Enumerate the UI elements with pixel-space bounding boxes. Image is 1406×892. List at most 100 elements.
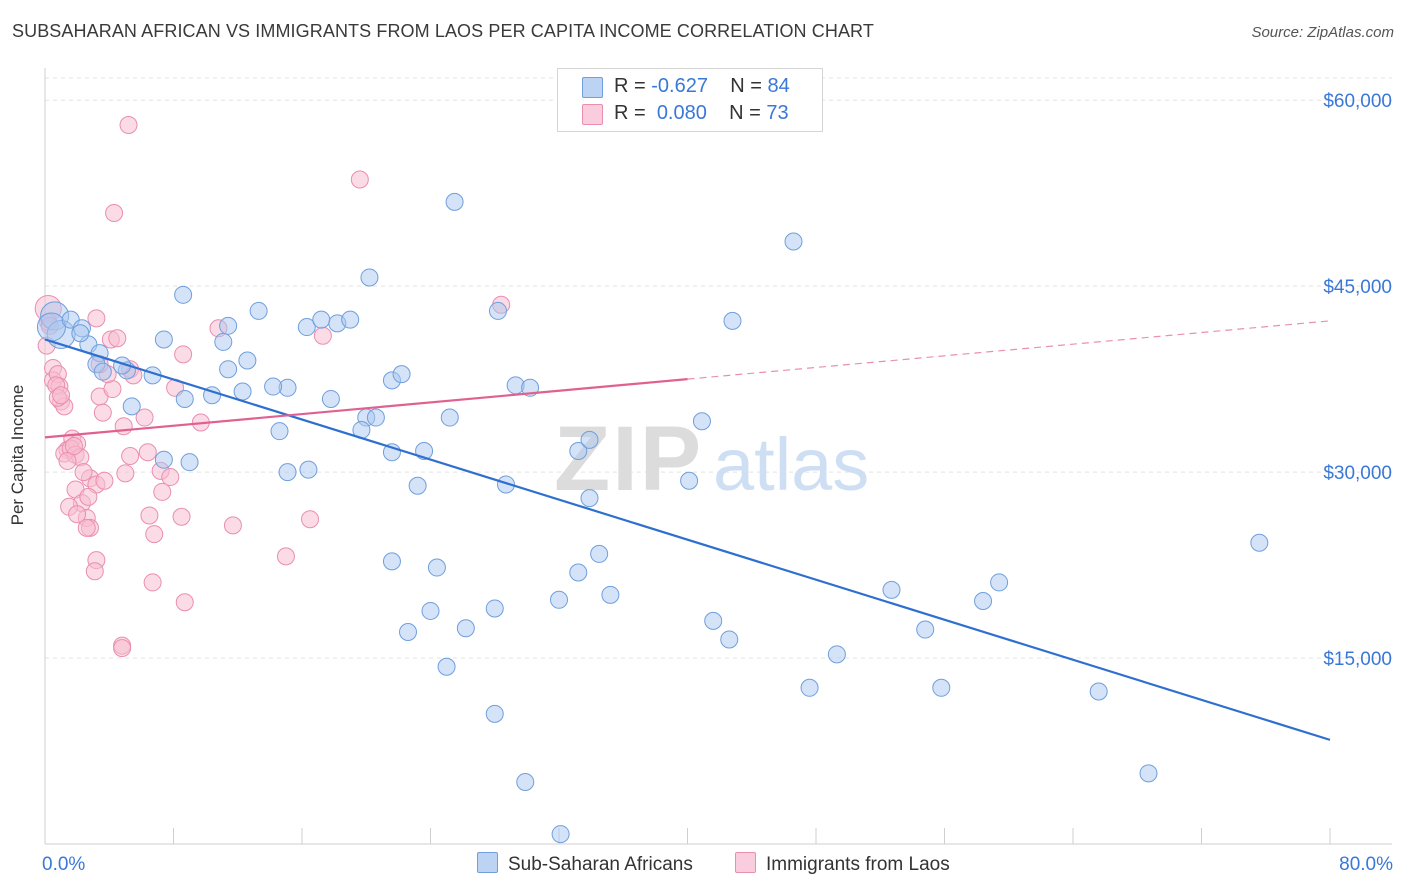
subsaharan-point — [569, 563, 588, 582]
laos-point — [276, 547, 295, 566]
y-tick-label: $30,000 — [1323, 463, 1392, 484]
subsaharan-point — [214, 332, 233, 351]
legend-item-laos: Immigrants from Laos — [735, 852, 950, 876]
x-tick-label: 0.0% — [42, 854, 85, 875]
subsaharan-point — [299, 460, 318, 479]
subsaharan-point — [720, 630, 739, 649]
subsaharan-point — [278, 463, 297, 482]
laos-point — [95, 471, 114, 490]
y-tick-label: $15,000 — [1323, 649, 1392, 670]
legend-swatch-pink — [735, 852, 756, 873]
legend-item-subsaharan: Sub-Saharan Africans — [477, 852, 693, 876]
subsaharan-point — [1139, 764, 1158, 783]
subsaharan-point — [427, 558, 446, 577]
subsaharan-point — [440, 408, 459, 427]
chart-source: Source: ZipAtlas.com — [1251, 24, 1394, 41]
subsaharan-point — [175, 389, 194, 408]
laos-point — [116, 464, 135, 483]
laos-point — [64, 437, 83, 456]
legend-r-value: -0.627 — [651, 75, 708, 97]
laos-point — [161, 468, 180, 487]
subsaharan-point — [680, 471, 699, 490]
laos-point — [77, 518, 96, 537]
subsaharan-point — [122, 397, 141, 416]
subsaharan-point — [601, 585, 620, 604]
y-tick-label: $60,000 — [1323, 91, 1392, 112]
laos-point — [140, 506, 159, 525]
subsaharan-point — [800, 678, 819, 697]
laos-point — [85, 562, 104, 581]
laos-point — [350, 170, 369, 189]
correlation-legend: R = -0.627 N = 84 R = 0.080 N = 73 — [557, 68, 823, 132]
subsaharan-point — [916, 620, 935, 639]
y-tick-label: $45,000 — [1323, 277, 1392, 298]
subsaharan-point — [297, 318, 316, 337]
subsaharan-point — [445, 192, 464, 211]
axes — [44, 68, 1392, 845]
laos-point — [58, 451, 77, 470]
laos-point — [105, 204, 124, 223]
subsaharan-point — [360, 268, 379, 287]
laos-point — [119, 115, 138, 134]
subsaharan-point — [219, 360, 238, 379]
trend-lines — [44, 320, 1331, 741]
subsaharan-point — [408, 476, 427, 495]
laos-point — [138, 443, 157, 462]
subsaharan-point — [233, 382, 252, 401]
subsaharan-point — [723, 311, 742, 330]
legend-r-label: R = — [614, 102, 646, 124]
subsaharan-point — [516, 773, 535, 792]
laos-trend-line — [44, 378, 688, 439]
laos-point — [174, 345, 193, 364]
laos-point — [113, 639, 132, 658]
subsaharan-point — [312, 310, 331, 329]
laos-point — [74, 463, 93, 482]
legend-label: Sub-Saharan Africans — [508, 854, 693, 875]
subsaharan-point — [392, 365, 411, 384]
subsaharan-point — [366, 408, 385, 427]
subsaharan-point — [1250, 533, 1269, 552]
subsaharan-point — [249, 301, 268, 320]
laos-point — [93, 403, 112, 422]
subsaharan-point — [456, 619, 475, 638]
subsaharan-point — [421, 601, 440, 620]
laos-point — [135, 408, 154, 427]
legend-swatch-blue — [582, 77, 603, 98]
subsaharan-point — [1089, 682, 1108, 701]
subsaharan-point — [882, 580, 901, 599]
watermark-atlas: atlas — [713, 423, 869, 506]
subsaharan-point — [590, 544, 609, 563]
subsaharan-point — [974, 592, 993, 611]
subsaharan-point — [580, 489, 599, 508]
y-axis-label: Per Capita Income — [8, 384, 27, 526]
laos-point — [114, 417, 133, 436]
laos-point — [153, 482, 172, 501]
subsaharan-point — [496, 475, 515, 494]
subsaharan-point — [704, 611, 723, 630]
laos-point — [172, 507, 191, 526]
subsaharan-point — [399, 623, 418, 642]
legend-n-label: N = — [730, 75, 762, 97]
watermark: ZIP atlas — [554, 408, 869, 510]
subsaharan-point — [692, 412, 711, 431]
legend-swatch-pink — [582, 104, 603, 125]
subsaharan-point — [485, 704, 504, 723]
subsaharan-point — [437, 657, 456, 676]
laos-point — [145, 525, 164, 544]
legend-n-value: 73 — [766, 102, 789, 124]
subsaharan-point — [264, 377, 283, 396]
subsaharan-point — [219, 316, 238, 335]
subsaharan-point — [382, 552, 401, 571]
legend-n-label: N = — [729, 102, 761, 124]
chart-title: SUBSAHARAN AFRICAN VS IMMIGRANTS FROM LA… — [12, 21, 874, 41]
x-tick-label: 80.0% — [1339, 854, 1393, 875]
subsaharan-point — [488, 301, 507, 320]
laos-point — [108, 329, 127, 348]
laos-point — [68, 505, 87, 524]
laos-point — [79, 487, 98, 506]
legend-label: Immigrants from Laos — [766, 854, 950, 875]
subsaharan-point — [341, 310, 360, 329]
tick-labels: $15,000 $30,000 $45,000 $60,000 0.0% 80.0% — [42, 91, 1393, 875]
subsaharan-point — [551, 825, 570, 844]
